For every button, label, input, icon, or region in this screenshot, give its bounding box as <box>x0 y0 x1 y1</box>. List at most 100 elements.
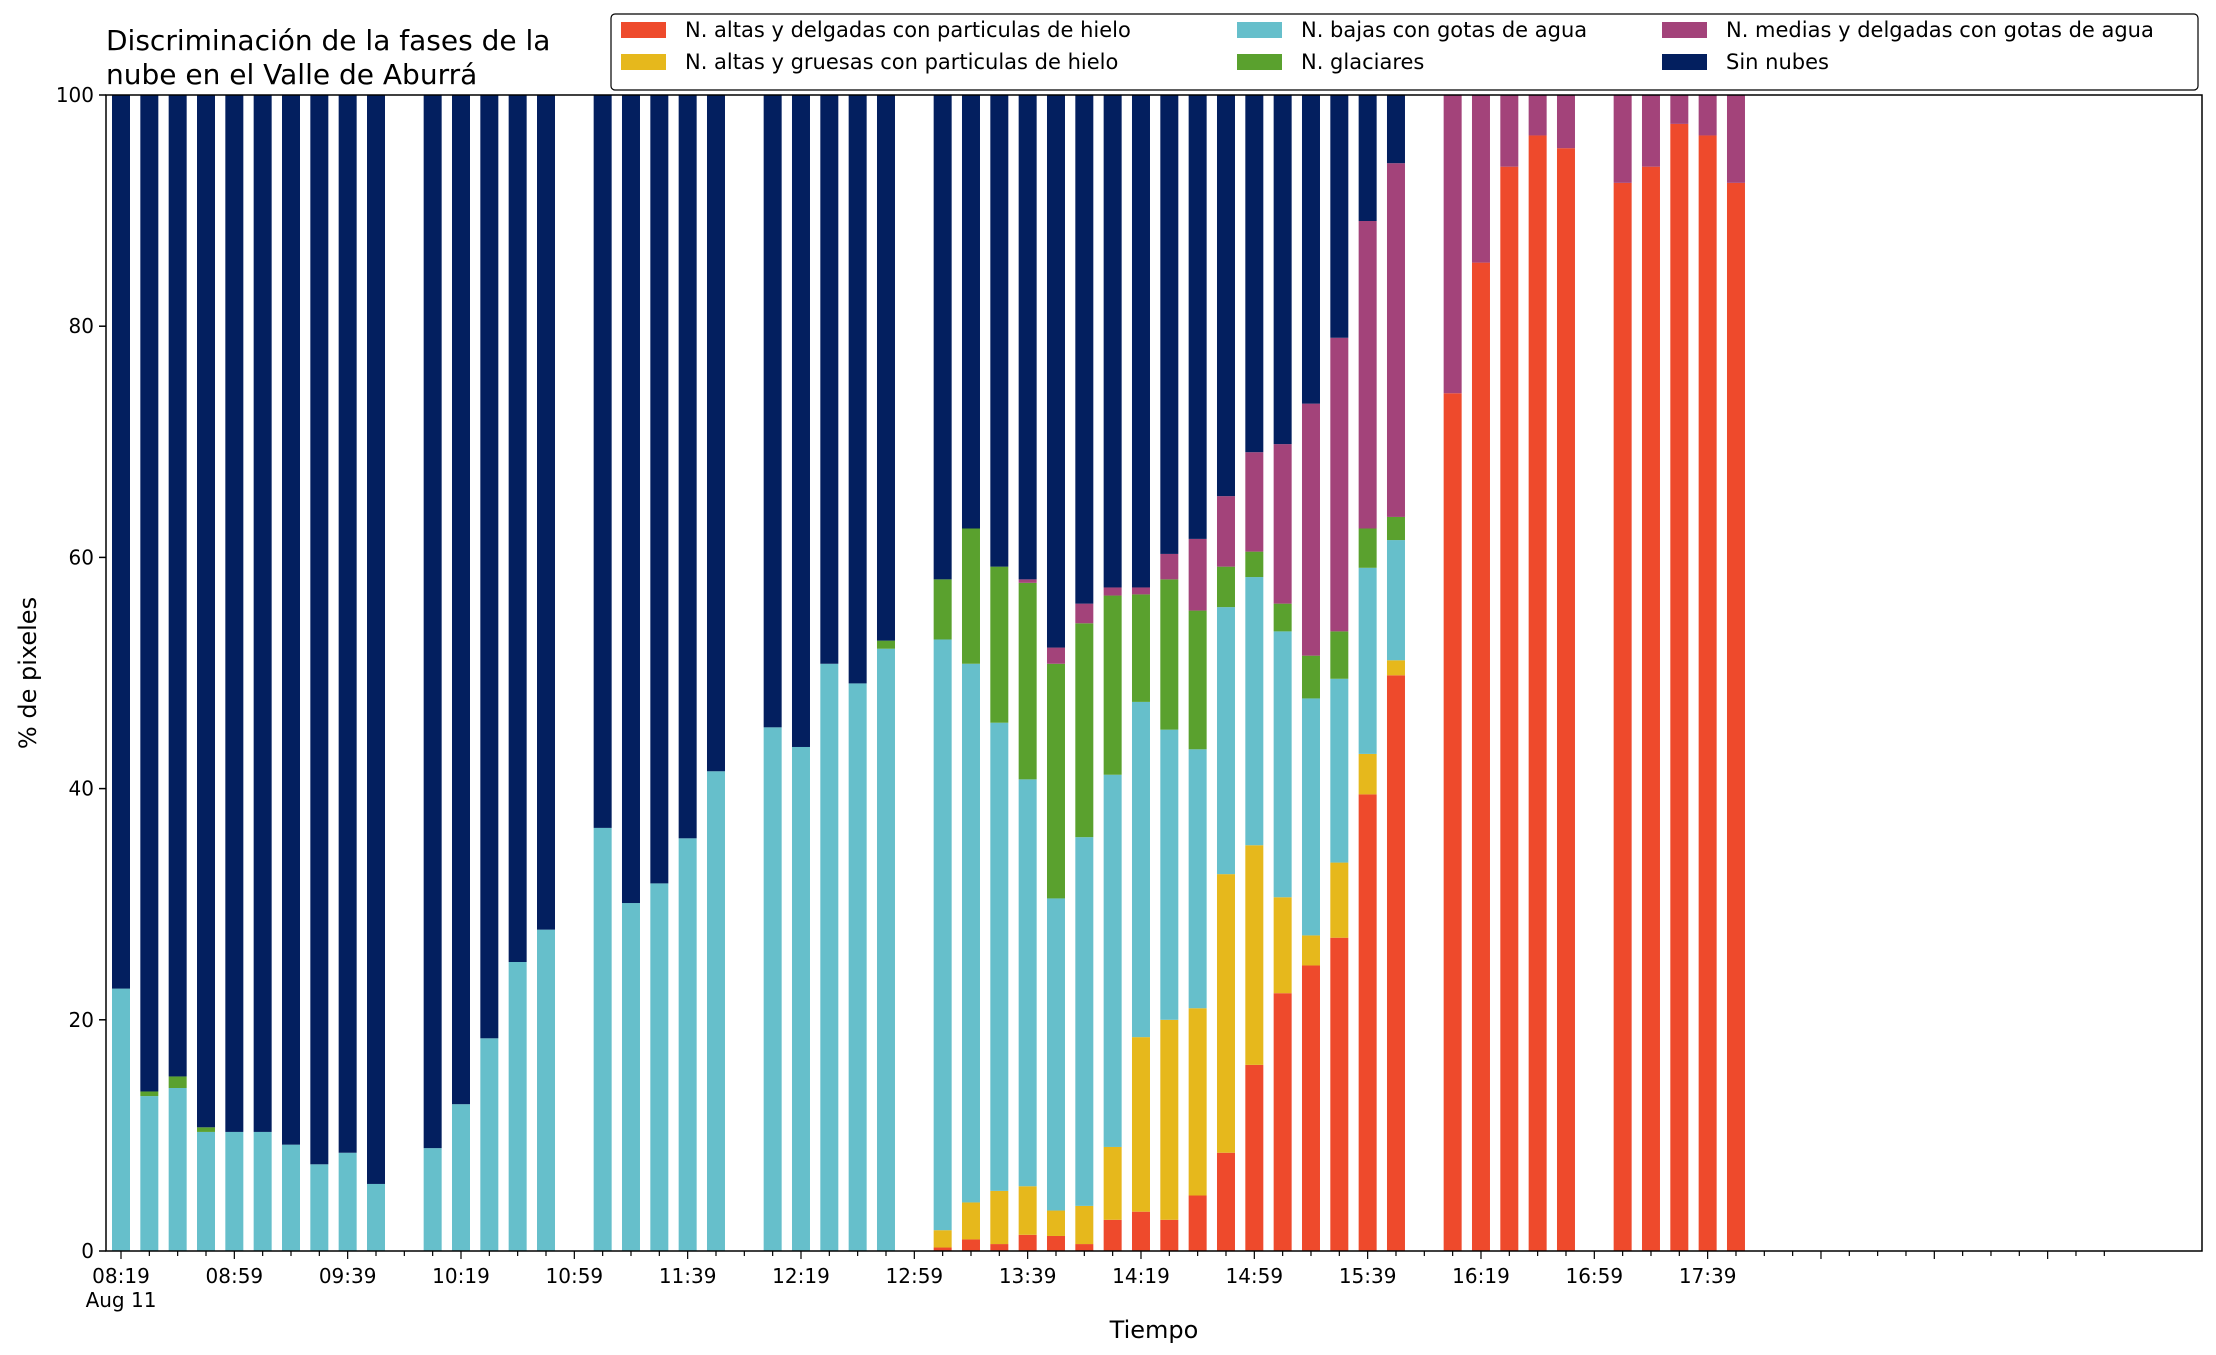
bar-segment-1459-s3 <box>1245 551 1264 578</box>
y-tick-label: 100 <box>56 83 94 107</box>
bar-segment-1459-s1 <box>1245 845 1264 1065</box>
x-tick-label: 12:59 <box>886 1264 944 1288</box>
bar-segment-1359-s3 <box>1075 623 1094 838</box>
bar-segment-1619-s4 <box>1471 95 1490 263</box>
bar-segment-0859-s5 <box>225 95 244 1132</box>
bar-segment-1319-s3 <box>961 528 980 664</box>
bars-layer <box>112 95 1745 1252</box>
bar-segment-1549-s4 <box>1386 163 1405 517</box>
bar-segment-1019-s2 <box>452 1104 470 1251</box>
bar-segment-1039-s5 <box>508 95 527 962</box>
x-date-label: Aug 11 <box>86 1288 157 1312</box>
bar-segment-0849-s3 <box>197 1127 215 1132</box>
bar-segment-1729-s4 <box>1670 95 1689 124</box>
bar-segment-1519-s3 <box>1301 655 1320 699</box>
y-tick-label: 60 <box>69 545 94 569</box>
bar-segment-1329-s3 <box>990 566 1009 723</box>
bar-segment-0949-s2 <box>367 1183 385 1251</box>
bar-segment-1719-s0 <box>1641 166 1660 1251</box>
bar-segment-1149-s2 <box>706 771 725 1251</box>
bar-segment-1529-s3 <box>1330 631 1349 679</box>
bar-segment-0839-s5 <box>168 95 187 1077</box>
bar-segment-1519-s1 <box>1301 935 1320 966</box>
bar-segment-1309-s0 <box>933 1247 952 1251</box>
bar-segment-1609-s0 <box>1443 393 1462 1251</box>
bar-segment-1629-s4 <box>1500 95 1519 167</box>
bar-segment-0819-s5 <box>112 95 130 989</box>
bar-segment-1519-s5 <box>1301 95 1320 404</box>
bar-segment-0929-s5 <box>310 95 329 1165</box>
bar-segment-1009-s5 <box>423 95 442 1149</box>
bar-segment-0849-s5 <box>197 95 215 1128</box>
bar-segment-1549-s1 <box>1386 660 1405 676</box>
bar-segment-1319-s5 <box>961 95 980 529</box>
bar-segment-1309-s1 <box>933 1230 952 1248</box>
bar-segment-1509-s5 <box>1273 95 1292 445</box>
bar-segment-1249-s2 <box>876 648 895 1251</box>
bar-segment-0839-s3 <box>168 1076 187 1088</box>
legend-label: N. bajas con gotas de agua <box>1301 18 1587 42</box>
bar-segment-1449-s3 <box>1216 566 1235 608</box>
bar-segment-1509-s1 <box>1273 897 1292 994</box>
bar-segment-1349-s2 <box>1046 898 1065 1211</box>
bar-segment-1739-s0 <box>1698 135 1717 1252</box>
bar-segment-1349-s3 <box>1046 663 1065 899</box>
bar-segment-1749-s0 <box>1726 182 1745 1252</box>
bar-segment-1639-s0 <box>1528 135 1547 1252</box>
x-tick-label: 14:19 <box>1112 1264 1170 1288</box>
bar-segment-1549-s2 <box>1386 540 1405 661</box>
bar-segment-1429-s1 <box>1160 1019 1179 1220</box>
chart-title: Discriminación de la fases de la nube en… <box>106 24 550 91</box>
legend-swatch <box>621 54 666 70</box>
bar-segment-1329-s5 <box>990 95 1009 567</box>
bar-segment-1449-s5 <box>1216 95 1235 497</box>
legend-swatch <box>1237 22 1282 38</box>
x-tick-label: 08:59 <box>206 1264 264 1288</box>
bar-segment-1409-s5 <box>1103 95 1122 588</box>
bar-segment-1049-s5 <box>537 95 555 930</box>
bar-segment-1609-s4 <box>1443 95 1462 394</box>
bar-segment-1409-s0 <box>1103 1219 1122 1251</box>
bar-segment-1409-s3 <box>1103 595 1122 775</box>
bar-segment-1349-s0 <box>1046 1235 1065 1251</box>
y-axis-label: % de pixeles <box>14 597 42 749</box>
bar-segment-1339-s3 <box>1018 582 1037 780</box>
bar-segment-1409-s2 <box>1103 774 1122 1147</box>
bar-segment-1549-s0 <box>1386 675 1405 1251</box>
bar-segment-1239-s5 <box>848 95 867 684</box>
legend-swatch <box>1237 54 1282 70</box>
bar-segment-1639-s4 <box>1528 95 1547 136</box>
bar-segment-1309-s5 <box>933 95 952 580</box>
bar-segment-0949-s5 <box>367 95 385 1184</box>
bar-segment-1419-s0 <box>1131 1211 1150 1251</box>
legend-label: N. altas y delgadas con particulas de hi… <box>685 18 1131 42</box>
plot-frame <box>105 94 2203 1252</box>
x-tick-label: 10:59 <box>546 1264 604 1288</box>
bar-segment-1509-s0 <box>1273 993 1292 1251</box>
bar-segment-1359-s2 <box>1075 837 1094 1206</box>
bar-segment-1049-s2 <box>537 929 555 1251</box>
legend-label: Sin nubes <box>1726 50 1829 74</box>
bar-segment-1709-s0 <box>1613 182 1632 1252</box>
bar-segment-1449-s0 <box>1216 1152 1235 1251</box>
bar-segment-1339-s5 <box>1018 95 1037 580</box>
bar-segment-1539-s3 <box>1358 528 1377 568</box>
bar-segment-1539-s5 <box>1358 95 1377 221</box>
bar-segment-1329-s0 <box>990 1244 1009 1251</box>
bar-segment-1139-s5 <box>678 95 697 839</box>
bar-segment-1009-s2 <box>423 1148 442 1251</box>
bar-segment-1219-s2 <box>791 746 810 1251</box>
bar-segment-1459-s4 <box>1245 452 1264 552</box>
y-tick-label: 40 <box>69 777 94 801</box>
bar-segment-1739-s4 <box>1698 95 1717 136</box>
bar-segment-1429-s2 <box>1160 729 1179 1020</box>
bar-segment-1539-s0 <box>1358 794 1377 1251</box>
bar-segment-1209-s5 <box>763 95 782 728</box>
bar-segment-1359-s1 <box>1075 1205 1094 1245</box>
bar-segment-1429-s3 <box>1160 579 1179 730</box>
bar-segment-1429-s4 <box>1160 553 1179 580</box>
bar-segment-1109-s2 <box>593 827 612 1251</box>
x-tick-label: 17:39 <box>1679 1264 1737 1288</box>
bar-segment-1439-s4 <box>1188 538 1207 611</box>
bar-segment-1459-s5 <box>1245 95 1264 453</box>
